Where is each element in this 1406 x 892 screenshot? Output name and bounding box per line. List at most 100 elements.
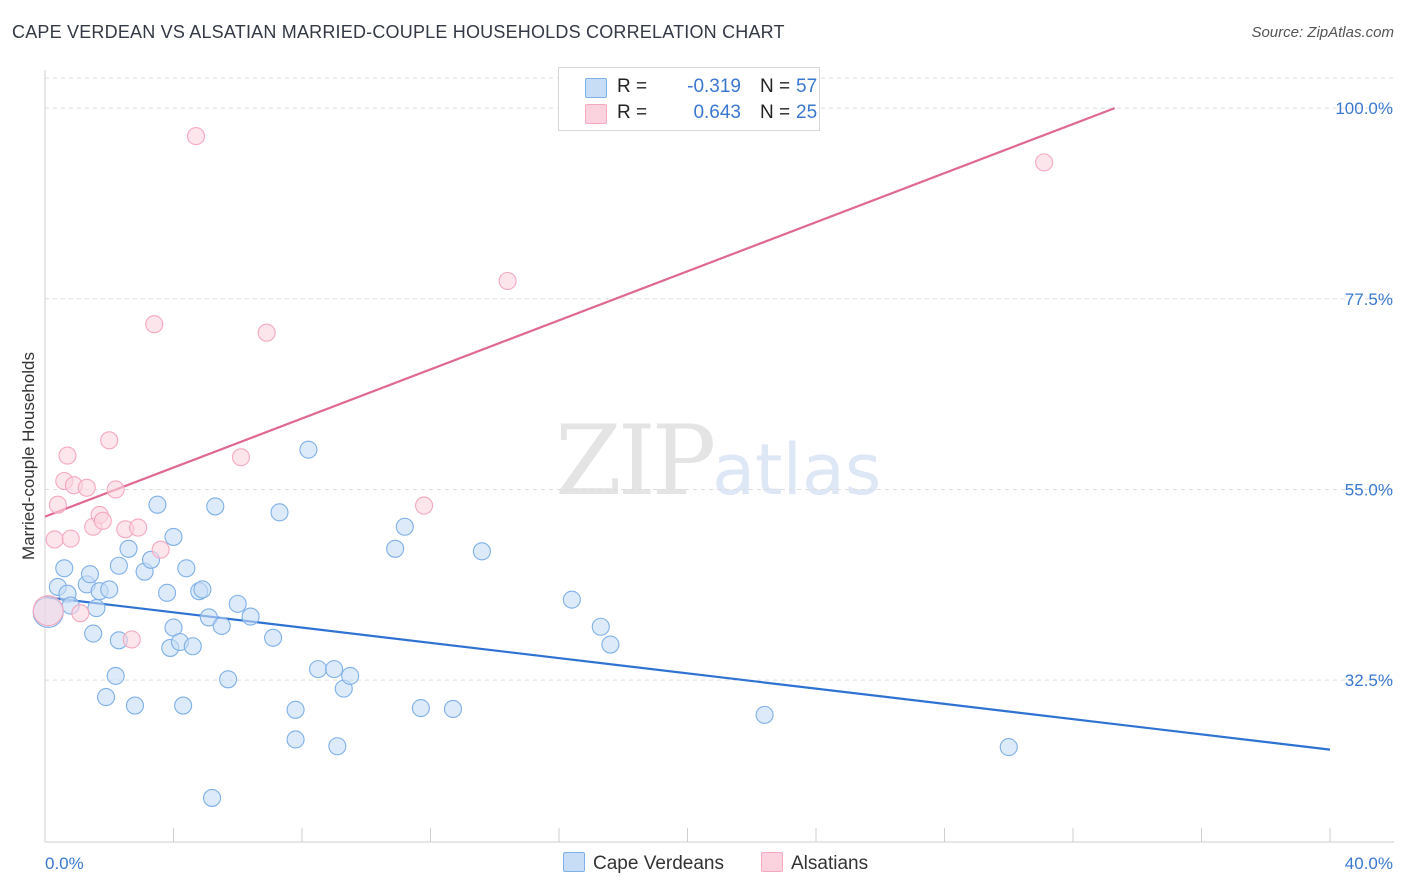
cape-verdeans-point (270, 503, 289, 522)
alsatians-point (257, 323, 276, 342)
alsatians-point (415, 496, 434, 515)
cape-verdeans-point (755, 705, 774, 724)
alsatians-point (129, 518, 148, 537)
alsatians-point (32, 595, 64, 627)
cape-verdeans-point (125, 696, 144, 715)
cape-verdeans-point (472, 542, 491, 561)
cape-verdeans-point (96, 688, 116, 707)
alsatians-point (58, 446, 77, 465)
bottom-legend-swatch-pink (761, 852, 783, 872)
cape-verdeans-point (241, 607, 260, 626)
alsatians-point (1035, 153, 1054, 172)
alsatians-point (186, 127, 206, 146)
cape-verdeans-point (309, 660, 328, 679)
cape-verdeans-point (174, 696, 193, 715)
data-points (32, 127, 1054, 807)
alsatians-point (151, 540, 170, 559)
cape-verdeans-point (193, 580, 212, 599)
watermark: ZIPatlas (555, 405, 881, 517)
alsatians-point (61, 529, 80, 548)
bottom-legend-swatch-blue (563, 852, 585, 872)
cape-verdeans-point (411, 699, 430, 718)
cape-verdeans-point (228, 594, 247, 613)
cape-verdeans-point (264, 628, 283, 647)
legend-swatch-pink (585, 104, 607, 124)
alsatians-point (48, 495, 67, 514)
n-value: 57 (796, 76, 818, 97)
alsatians-point (122, 630, 141, 649)
alsatians-point (93, 511, 112, 530)
cape-verdeans-point (80, 565, 100, 584)
correlation-legend: R = -0.319 N = 57 R = 0.643 N = 25 (558, 67, 820, 131)
alsatians-point (231, 448, 251, 467)
r-value: 0.643 (693, 102, 741, 123)
cape-verdeans-point (341, 666, 360, 685)
y-tick-label: 100.0% (1335, 99, 1393, 118)
alsatians-point (71, 604, 90, 623)
r-value: -0.319 (687, 76, 741, 97)
cape-verdeans-point (328, 737, 347, 756)
cape-verdeans-point (395, 517, 414, 536)
cape-verdeans-point (199, 608, 218, 627)
trend-lines (44, 107, 1331, 751)
cape-verdeans-point (164, 527, 183, 546)
n-value: 25 (796, 102, 818, 123)
cape-verdeans-point (148, 495, 167, 514)
cape-verdeans-point (601, 635, 620, 654)
r-label: R = (617, 102, 648, 123)
cape-verdeans-point (299, 440, 318, 459)
cape-verdeans-point (177, 559, 196, 578)
source-label: Source: ZipAtlas.com (1251, 24, 1394, 41)
n-label: N = (760, 76, 791, 97)
cape-verdeans-point (286, 700, 305, 719)
cape-verdeans-point (55, 559, 74, 578)
bottom-legend-label: Cape Verdeans (593, 853, 724, 874)
y-axis-title: Married-couple Households (19, 352, 38, 560)
axes (44, 70, 1394, 843)
y-tick-label: 32.5% (1345, 671, 1393, 690)
cape-verdeans-point (206, 497, 225, 516)
cape-verdeans-point (109, 556, 128, 575)
x-tick-label-min: 0.0% (45, 854, 84, 873)
n-label: N = (760, 102, 791, 123)
cape-verdeans-point (562, 590, 581, 609)
alsatians-trend-line (44, 107, 1116, 518)
x-tick-label-max: 40.0% (1345, 854, 1393, 873)
r-label: R = (617, 76, 648, 97)
alsatians-point (106, 480, 125, 499)
cape-verdeans-trend-line (44, 596, 1331, 751)
cape-verdeans-point (84, 624, 103, 643)
cape-verdeans-point (119, 539, 138, 558)
cape-verdeans-point (87, 599, 106, 618)
cape-verdeans-point (106, 666, 125, 685)
cape-verdeans-point (443, 699, 463, 719)
legend-swatch-blue (585, 78, 607, 98)
alsatians-point (100, 431, 119, 450)
cape-verdeans-point (212, 616, 231, 635)
cape-verdeans-point (203, 788, 222, 807)
watermark-zip: ZIP (555, 405, 716, 517)
cape-verdeans-point (219, 670, 238, 689)
cape-verdeans-point (286, 730, 305, 749)
y-tick-label: 55.0% (1345, 480, 1393, 499)
chart-title: CAPE VERDEAN VS ALSATIAN MARRIED-COUPLE … (12, 22, 785, 42)
tick-labels: Married-couple Households 32.5% 55.0% 77.5%… (19, 99, 1393, 873)
cape-verdeans-point (386, 539, 405, 558)
alsatians-point (45, 530, 64, 549)
bottom-legend-alsatians: Alsatians (761, 852, 868, 875)
alsatians-point (498, 271, 517, 291)
cape-verdeans-point (183, 637, 202, 656)
cape-verdeans-point (325, 660, 344, 679)
cape-verdeans-point (591, 617, 610, 636)
bottom-legend-label: Alsatians (791, 853, 869, 874)
alsatians-point (145, 315, 164, 334)
cape-verdeans-point (999, 738, 1018, 757)
alsatians-point (77, 478, 96, 497)
y-tick-label: 77.5% (1345, 290, 1393, 309)
grid-lines (45, 77, 1394, 681)
cape-verdeans-point (158, 583, 177, 602)
bottom-legend-cape-verdeans: Cape Verdeans (563, 852, 724, 875)
cape-verdeans-point (100, 580, 119, 599)
watermark-atlas: atlas (712, 429, 882, 511)
